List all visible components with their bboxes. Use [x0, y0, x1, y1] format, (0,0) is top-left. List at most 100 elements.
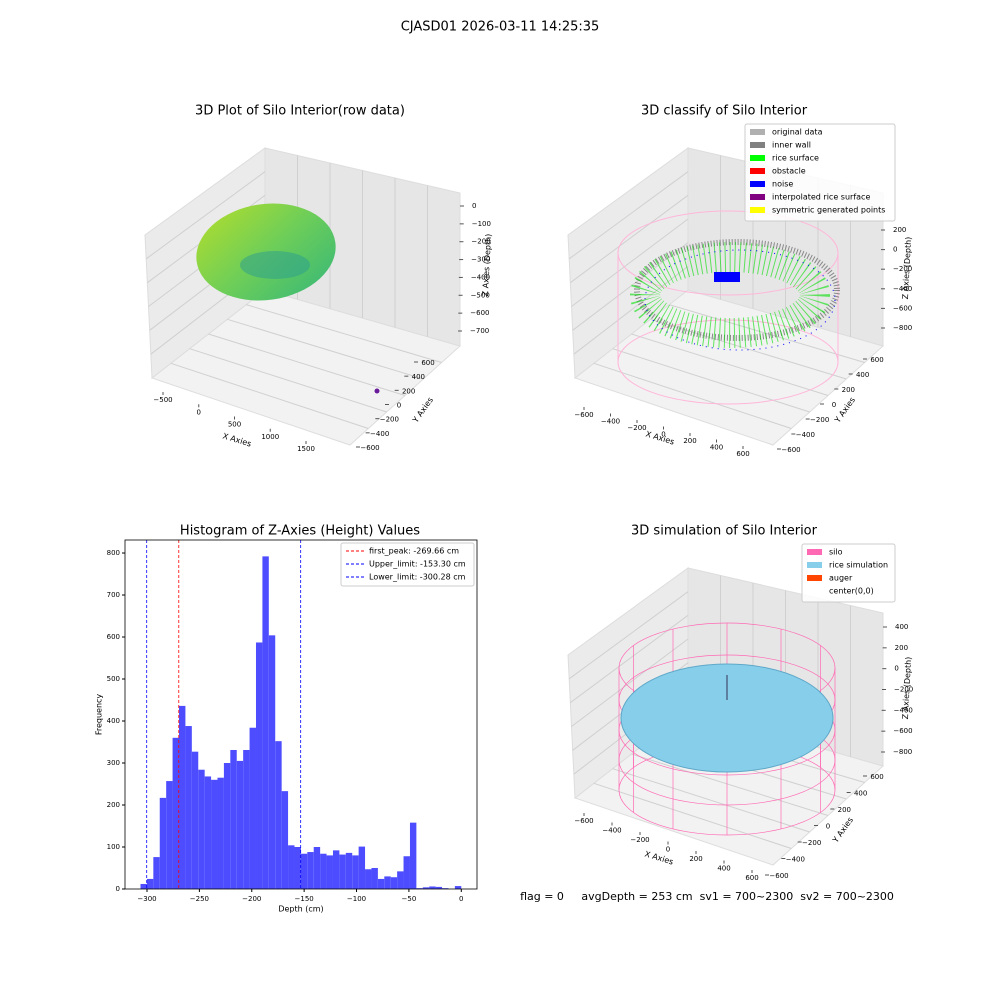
pane-grid	[669, 304, 865, 363]
bar	[146, 878, 154, 889]
legend-swatch	[807, 562, 822, 568]
tick-label: −600	[769, 872, 788, 880]
tick-label: −200	[380, 416, 399, 424]
pane-grid	[612, 348, 810, 413]
x-tick-label: 0	[459, 895, 463, 903]
bar	[390, 877, 398, 889]
bar	[352, 855, 359, 889]
bar	[307, 852, 314, 889]
tick-label: −200	[802, 839, 821, 847]
pane-grid	[568, 591, 689, 680]
bar	[255, 642, 263, 889]
tick-label: 400	[717, 865, 730, 873]
bar	[204, 776, 212, 889]
x-tick-label: −200	[242, 895, 261, 903]
tick-label: −800	[893, 748, 912, 756]
legend-swatch	[750, 155, 765, 161]
x-tick-label: −50	[402, 895, 417, 903]
legend-swatch	[807, 575, 822, 581]
tick-label: −200	[893, 265, 912, 273]
axis-label: Z Axies (Depth)	[481, 233, 493, 296]
bar	[230, 749, 237, 889]
x-axis-label: Depth (cm)	[278, 905, 323, 914]
bar	[313, 847, 321, 889]
legend-swatch	[750, 168, 765, 174]
tick-label: −400	[602, 827, 621, 835]
bar	[409, 822, 417, 889]
legend-label: obstacle	[772, 167, 806, 176]
tick-label: 1000	[261, 433, 279, 441]
tick-label: 200	[683, 437, 696, 445]
bar	[178, 705, 186, 889]
tick-label: −400	[893, 285, 912, 293]
pane-grid	[571, 638, 689, 727]
y-tick-label: 400	[107, 717, 120, 725]
y-tick-label: 0	[116, 885, 120, 893]
tick-label: −200	[471, 238, 490, 246]
pane-grid	[593, 782, 792, 849]
tick-label: 600	[745, 874, 758, 882]
tick-label: −200	[630, 836, 649, 844]
decoration	[144, 147, 885, 866]
bar	[166, 781, 173, 889]
x-tick-label: −100	[347, 895, 366, 903]
legend-swatch	[750, 129, 765, 135]
tick-label: −100	[472, 220, 491, 228]
wall-points	[634, 239, 840, 341]
bar	[429, 886, 436, 889]
tick-label: 400	[710, 444, 723, 452]
tick-label: −300	[471, 256, 490, 264]
y-tick-label: 500	[107, 675, 120, 683]
panel-title: Histogram of Z-Axies (Height) Values	[180, 524, 420, 539]
tick-label: −600	[470, 309, 489, 317]
obstacle-points	[714, 272, 740, 282]
legend-box	[801, 543, 896, 603]
bar	[223, 763, 231, 889]
legend-label: first_peak: -269.66 cm	[369, 547, 459, 556]
bar	[320, 853, 327, 889]
bar	[159, 797, 167, 889]
y-tick-label: 200	[107, 801, 120, 809]
tick-label: 500	[228, 421, 241, 429]
y-tick-label: 700	[107, 591, 120, 599]
tick-label: −400	[786, 856, 805, 864]
tick-label: 600	[421, 359, 434, 367]
tick-label: −200	[894, 686, 913, 694]
tick-label: 400	[895, 623, 908, 631]
legend-label: inner wall	[772, 141, 811, 150]
bar	[358, 846, 366, 889]
tick-label: −500	[153, 396, 172, 404]
bar	[153, 857, 160, 889]
tick-label: −400	[796, 431, 815, 439]
bar	[172, 737, 179, 889]
legend-label: interpolated rice surface	[772, 193, 870, 202]
x-tick-label: −150	[295, 895, 314, 903]
bar	[442, 888, 449, 889]
bar	[262, 556, 269, 889]
footer-text: flag = 0 avgDepth = 253 cm sv1 = 700~230…	[520, 890, 894, 903]
bar	[198, 769, 205, 889]
y-axis-label: Frequency	[95, 694, 104, 736]
bar	[339, 854, 346, 889]
legend-label: rice surface	[772, 154, 819, 163]
y-tick-label: 100	[107, 843, 120, 851]
pane-grid	[208, 333, 406, 396]
rice-surface	[620, 663, 834, 773]
tick-label: 0	[197, 408, 201, 416]
legend-label: original data	[772, 128, 823, 137]
pane-grid	[189, 348, 387, 413]
bar	[403, 856, 410, 889]
bar	[371, 868, 378, 889]
tick-label: −600	[781, 446, 800, 454]
bar	[281, 791, 289, 889]
tick-label: 0	[893, 246, 897, 254]
bar	[454, 886, 462, 889]
legend-box	[340, 542, 475, 587]
bar	[243, 749, 250, 889]
tick-label: 600	[736, 450, 749, 458]
bar	[185, 726, 192, 889]
bar	[416, 888, 423, 889]
pane-grid	[170, 362, 369, 429]
panel-title: 3D classify of Silo Interior	[641, 104, 808, 119]
